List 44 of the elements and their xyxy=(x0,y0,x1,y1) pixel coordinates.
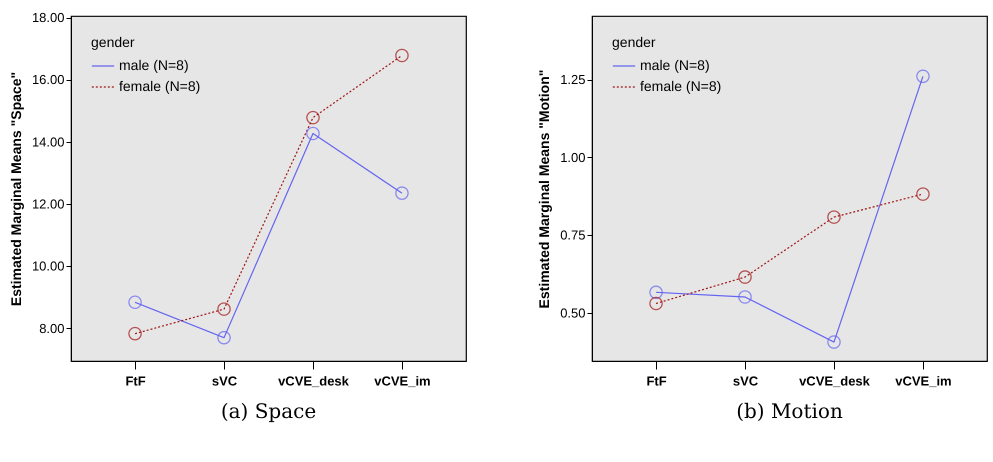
y-tick-label: 12.00 xyxy=(32,196,64,212)
point xyxy=(738,290,752,304)
legend-title: gender xyxy=(91,34,135,50)
x-tick-label: FtF xyxy=(125,374,146,388)
legend-label: female (N=8) xyxy=(640,78,722,94)
point xyxy=(128,326,142,340)
x-tick-label: vCVE_desk xyxy=(278,374,350,388)
point xyxy=(395,186,409,200)
y-tick-label: 1.00 xyxy=(560,150,586,165)
point xyxy=(916,187,930,201)
x-tick-label: vCVE_im xyxy=(895,374,952,388)
point xyxy=(827,335,841,349)
x-tick-label: vCVE_im xyxy=(374,374,431,388)
legend-title: gender xyxy=(612,34,656,50)
legend-label: female (N=8) xyxy=(119,78,200,94)
y-tick-label: 0.50 xyxy=(560,305,586,320)
x-tick-label: vCVE_desk xyxy=(799,374,871,388)
y-tick-label: 18.00 xyxy=(32,10,64,26)
x-tick-label: sVC xyxy=(732,374,759,388)
point xyxy=(306,126,320,140)
x-tick-label: sVC xyxy=(212,374,238,388)
point xyxy=(827,210,841,224)
point xyxy=(306,110,320,124)
point xyxy=(916,70,930,84)
y-axis-title: Estimated Marginal Means "Space" xyxy=(8,72,24,306)
point xyxy=(649,286,663,300)
y-tick-label: 14.00 xyxy=(32,134,64,150)
point xyxy=(217,330,231,344)
x-tick-label: FtF xyxy=(646,374,667,388)
point xyxy=(217,302,231,316)
point xyxy=(649,296,663,310)
point xyxy=(128,295,142,310)
y-tick-label: 10.00 xyxy=(32,258,64,274)
point xyxy=(395,48,409,62)
y-tick-label: 0.75 xyxy=(560,228,586,243)
legend-label: male (N=8) xyxy=(119,57,189,73)
legend-label: male (N=8) xyxy=(640,57,710,73)
text: (a) Space xyxy=(220,399,316,423)
y-tick-label: 16.00 xyxy=(32,72,64,88)
y-tick-label: 8.00 xyxy=(39,320,64,336)
y-axis-title: Estimated Marginal Means "Motion" xyxy=(536,70,552,308)
y-tick-label: 1.25 xyxy=(560,72,586,88)
point xyxy=(738,270,752,284)
text: (b) Motion xyxy=(736,399,843,423)
